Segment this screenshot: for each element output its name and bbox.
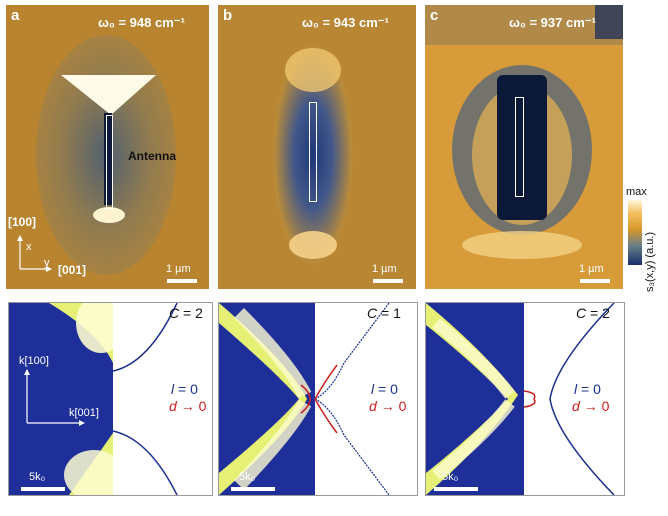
k-scale-label-2: 5k₀ [239,471,256,483]
panel-letter-c: c [430,7,439,24]
colorbar [628,200,642,265]
near-field-map-b [218,5,416,289]
scale-label-a: 1 µm [166,263,191,275]
isofrequency-panel-1: C = 2 l = 0 d → 0 k[100] k[001] 5k₀ [8,302,213,496]
scale-bar-a [167,279,197,283]
xy-axes-icon [17,235,52,272]
antenna-outline-b [309,102,317,202]
near-field-image-b: b ω₀ = 943 cm⁻¹ 1 µm [218,5,416,289]
near-field-image-c: c ω₀ = 937 cm⁻¹ 1 µm [425,5,623,289]
antenna-outline-a [106,115,113,209]
chern-label-2: C = 1 [367,305,401,321]
panel-letter-a: a [11,7,20,24]
k-scale-label-1: 5k₀ [29,471,46,483]
k-scale-label-3: 5k₀ [442,471,459,483]
isofrequency-map-3 [426,303,624,495]
isofrequency-map-1 [9,303,212,495]
axis-y-letter: y [44,257,50,269]
near-field-map-c [425,5,623,289]
k-scale-bar-1 [21,487,65,491]
frequency-label-c: ω₀ = 937 cm⁻¹ [509,15,596,30]
frequency-label-b: ω₀ = 943 cm⁻¹ [302,15,389,30]
axis-x-letter: x [26,241,32,253]
k-scale-bar-2 [231,487,275,491]
frequency-label-a: ω₀ = 948 cm⁻¹ [98,15,185,30]
k001-label: k[001] [69,407,99,419]
k-scale-bar-3 [434,487,478,491]
isofrequency-panel-2: C = 1 l = 0 d → 0 5k₀ [218,302,418,496]
axis-100-label: [100] [8,215,37,229]
antenna-label: Antenna [128,149,176,163]
scale-bar-b [373,279,403,283]
l-label-3: l = 0 [574,381,601,397]
scale-bar-c [580,279,610,283]
chern-label-1: C = 2 [169,305,203,321]
l-label-1: l = 0 [171,381,198,397]
chern-label-3: C = 2 [576,305,610,321]
colorbar-max-label: max [626,186,647,198]
isofrequency-map-2 [219,303,417,495]
axis-001-label: [001] [58,263,87,277]
d-label-3: d → 0 [572,398,610,414]
d-label-2: d → 0 [369,398,407,414]
d-label-1: d → 0 [169,398,207,414]
panel-letter-b: b [223,7,233,24]
scale-label-c: 1 µm [579,263,604,275]
l-label-2: l = 0 [371,381,398,397]
near-field-image-a: a ω₀ = 948 cm⁻¹ Antenna [100] [001] x y … [6,5,209,289]
k-axes-icon [24,369,85,426]
scale-label-b: 1 µm [372,263,397,275]
isofrequency-panel-3: C = 2 l = 0 d → 0 5k₀ [425,302,625,496]
colorbar-label: s₃(x,y) (a.u.) [644,231,656,292]
antenna-outline-c [515,97,524,197]
k100-label: k[100] [19,355,49,367]
